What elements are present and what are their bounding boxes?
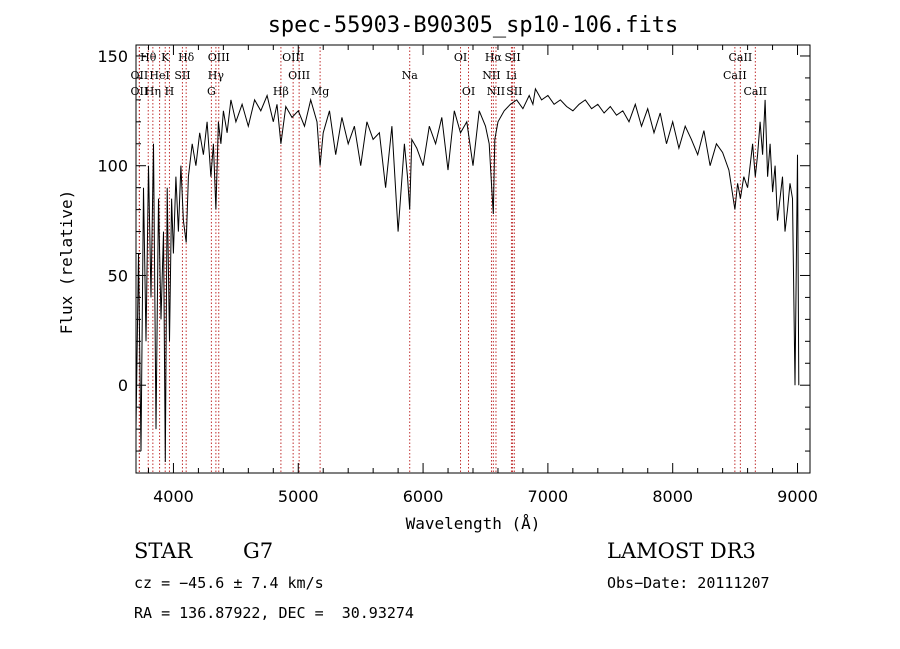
line-label-OII: OII: [131, 69, 149, 82]
line-label-NII: NII: [487, 85, 505, 98]
axis-tick-labels: 4000 5000 6000 7000 8000 9000 0 50 100 150: [97, 47, 817, 506]
y-axis-label: Flux (relative): [57, 190, 76, 335]
x-tick-label: 5000: [278, 487, 319, 506]
line-label-G: G: [207, 85, 216, 98]
axis-ticks: [136, 45, 810, 473]
line-label-Hβ: Hβ: [273, 85, 289, 98]
x-tick-label: 7000: [528, 487, 569, 506]
line-label-Hδ: Hδ: [178, 51, 195, 64]
line-label-HeI: HeI: [149, 69, 169, 82]
spectral-line-markers: [139, 47, 755, 473]
line-label-Hα: Hα: [485, 51, 503, 64]
object-subclass: G7: [243, 539, 273, 563]
x-tick-label: 8000: [652, 487, 693, 506]
line-label-CaII: CaII: [723, 69, 747, 82]
survey-name: LAMOST DR3: [607, 539, 756, 563]
line-label-H: H: [165, 85, 175, 98]
flux-series-line: [136, 89, 799, 462]
line-label-Na: Na: [402, 69, 419, 82]
chart-title: spec-55903-B90305_sp10-106.fits: [268, 13, 679, 38]
obs-date: Obs−Date: 20111207: [607, 574, 770, 592]
object-class: STAR: [134, 539, 192, 563]
redshift-readout: cz = −45.6 ± 7.4 km/s: [134, 574, 324, 592]
y-tick-label: 150: [97, 47, 128, 66]
line-label-CaII: CaII: [729, 51, 753, 64]
x-tick-label: 6000: [403, 487, 444, 506]
x-tick-label: 4000: [153, 487, 194, 506]
line-label-Hγ: Hγ: [208, 69, 225, 82]
line-label-NII: NII: [482, 69, 500, 82]
plot-frame: [136, 45, 810, 473]
y-tick-label: 100: [97, 157, 128, 176]
x-tick-label: 9000: [777, 487, 818, 506]
line-label-SII: SII: [174, 69, 190, 82]
line-label-CaII: CaII: [743, 85, 767, 98]
line-label-OIII: OIII: [282, 51, 304, 64]
line-label-OIII: OIII: [208, 51, 230, 64]
x-axis-label: Wavelength (Å): [406, 514, 541, 533]
y-tick-label: 50: [108, 266, 128, 285]
line-label-Hθ: Hθ: [140, 51, 157, 64]
line-label-Li: Li: [506, 69, 517, 82]
line-label-Mg: Mg: [311, 85, 329, 98]
line-label-OIII: OIII: [288, 69, 310, 82]
line-label-OI: OI: [462, 85, 475, 98]
y-tick-label: 0: [118, 376, 128, 395]
line-label-Hη: Hη: [145, 85, 161, 98]
line-label-K: K: [161, 51, 170, 64]
coordinates-readout: RA = 136.87922, DEC = 30.93274: [134, 604, 414, 622]
line-label-SII: SII: [506, 85, 522, 98]
line-label-OI: OI: [454, 51, 467, 64]
line-label-SII: SII: [504, 51, 520, 64]
